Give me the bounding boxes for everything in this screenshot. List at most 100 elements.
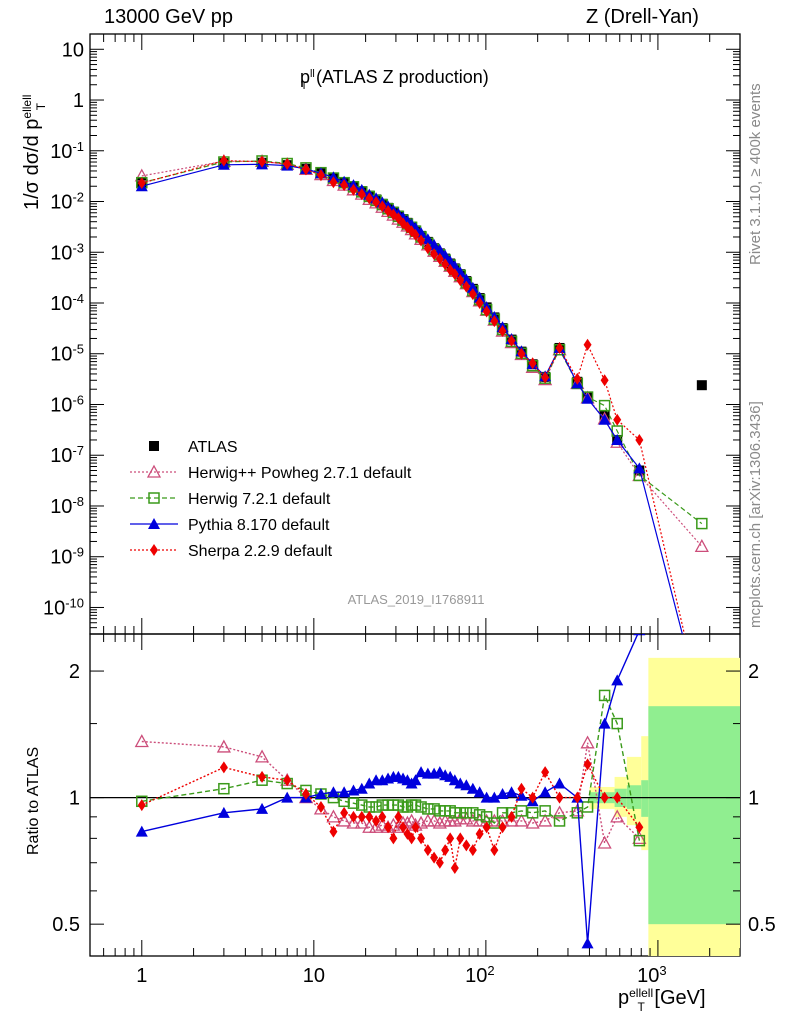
ratio-point-herwigpp bbox=[525, 815, 540, 829]
tick-exp: -2 bbox=[72, 189, 84, 204]
ratio-point-pythia bbox=[415, 766, 428, 778]
ratio-point-herwig7 bbox=[496, 807, 509, 819]
ratio-point-sherpa bbox=[399, 821, 408, 834]
ratio-point-pythia bbox=[256, 802, 269, 814]
point-pythia bbox=[611, 433, 624, 445]
ratio-point-herwigpp bbox=[597, 835, 612, 849]
ratio-point-sherpa bbox=[446, 832, 455, 845]
tick-base: 10 bbox=[62, 39, 84, 61]
tick-base: 10 bbox=[50, 293, 72, 315]
y-tick-label: 10-3 bbox=[50, 240, 84, 265]
point-sherpa bbox=[435, 252, 444, 265]
point-sherpa bbox=[417, 234, 426, 247]
ratio-point-sherpa bbox=[283, 774, 292, 787]
tick-base: 10 bbox=[50, 547, 72, 569]
x-tick-label: 102 bbox=[465, 963, 494, 988]
ratio-point-pythia bbox=[338, 786, 351, 798]
tick-exp: -4 bbox=[72, 290, 84, 305]
legend: ATLAS Herwig++ Powheg 2.7.1 default Herwig… bbox=[130, 439, 412, 560]
label-main: 1/σ dσ/d p bbox=[21, 119, 43, 210]
ratio-point-herwig7 bbox=[598, 689, 611, 702]
ratio-point-sherpa bbox=[450, 862, 459, 875]
tick-exp: -10 bbox=[65, 595, 84, 610]
point-sherpa bbox=[468, 288, 477, 301]
tick-base: 10 bbox=[50, 445, 72, 467]
ratio-point-herwigpp bbox=[368, 819, 384, 833]
ratio-point-sherpa bbox=[435, 856, 444, 869]
ratio-point-herwigpp bbox=[632, 830, 647, 845]
point-sherpa bbox=[441, 258, 450, 271]
y-tick-label: 1 bbox=[73, 90, 84, 112]
ratio-point-pythia bbox=[314, 787, 327, 799]
ratio-point-herwigpp bbox=[375, 817, 390, 831]
ratio-point-herwigpp bbox=[354, 815, 369, 829]
ratio-point-herwigpp bbox=[432, 815, 447, 829]
point-sherpa bbox=[316, 169, 325, 182]
point-sherpa bbox=[490, 315, 499, 328]
main-panel bbox=[134, 153, 709, 634]
point-sherpa bbox=[372, 196, 381, 209]
ratio-point-herwig7 bbox=[376, 799, 389, 811]
ratio-point-sherpa bbox=[468, 844, 477, 857]
ratio-point-sherpa bbox=[316, 800, 325, 813]
tick-base: 1 bbox=[73, 90, 84, 112]
tick-base: 10 bbox=[50, 394, 72, 416]
ratio-point-sherpa bbox=[365, 810, 374, 823]
y-tick-label: 10-9 bbox=[50, 544, 84, 569]
ratio-point-sherpa bbox=[600, 791, 609, 804]
tick-exp: -9 bbox=[72, 544, 84, 559]
ratio-point-sherpa bbox=[528, 791, 537, 804]
ratio-point-herwigpp bbox=[337, 813, 352, 827]
ratio-point-herwig7 bbox=[488, 817, 501, 829]
ratio-point-sherpa bbox=[372, 814, 381, 827]
point-sherpa bbox=[329, 176, 338, 189]
ratio-point-sherpa bbox=[462, 839, 471, 852]
label-sub: T bbox=[638, 1000, 646, 1014]
point-sherpa bbox=[583, 338, 592, 351]
point-herwig7 bbox=[696, 517, 708, 530]
ratio-point-sherpa bbox=[507, 810, 516, 823]
uncertainty-band-inner bbox=[641, 780, 649, 817]
point-sherpa bbox=[635, 433, 644, 446]
point-sherpa bbox=[573, 372, 582, 385]
tick-base: 10 bbox=[50, 344, 72, 366]
ratio-y-tick-label-right: 1 bbox=[748, 788, 759, 810]
legend-marker-herwig7 bbox=[148, 492, 160, 504]
ratio-point-pythia bbox=[460, 779, 473, 791]
ratio-y-axis-label: Ratio to ATLAS bbox=[25, 747, 42, 855]
point-sherpa bbox=[357, 188, 366, 201]
ratio-point-pythia bbox=[539, 786, 552, 798]
ratio-point-sherpa bbox=[441, 844, 450, 857]
ratio-point-herwigpp bbox=[326, 809, 341, 823]
ratio-point-sherpa bbox=[430, 851, 439, 864]
point-sherpa bbox=[423, 242, 432, 255]
ratio-point-herwig7 bbox=[611, 717, 623, 730]
point-sherpa bbox=[517, 347, 526, 360]
label-sub: T bbox=[34, 102, 48, 110]
ratio-point-herwig7 bbox=[347, 797, 360, 809]
ratio-y-tick-label: 2 bbox=[69, 661, 80, 683]
ratio-point-herwig7 bbox=[356, 799, 368, 811]
point-sherpa bbox=[450, 268, 459, 281]
ratio-point-herwigpp bbox=[254, 749, 270, 763]
ratio-point-sherpa bbox=[258, 770, 267, 783]
point-data bbox=[696, 380, 707, 391]
main-series bbox=[134, 153, 709, 634]
y-tick-label: 10 bbox=[62, 39, 84, 61]
x-axis-label: pellell T [GeV] bbox=[618, 986, 706, 1014]
ratio-point-herwig7 bbox=[415, 801, 427, 813]
tick-exp: -5 bbox=[72, 341, 84, 356]
tick-base: 10 bbox=[50, 496, 72, 518]
point-pythia bbox=[581, 392, 594, 404]
point-sherpa bbox=[462, 280, 471, 293]
ratio-point-pythia bbox=[327, 786, 340, 798]
analysis-id: ATLAS_2019_I1768911 bbox=[348, 592, 485, 607]
point-pythia bbox=[598, 413, 611, 425]
ratio-point-herwig7 bbox=[571, 807, 584, 819]
ratio-point-pythia bbox=[581, 937, 594, 949]
tick-base: 10 bbox=[50, 192, 72, 214]
ratio-point-sherpa bbox=[349, 810, 358, 823]
ratio-point-herwigpp bbox=[216, 739, 231, 753]
ratio-y-tick-label: 0.5 bbox=[52, 914, 80, 936]
ratio-point-pythia bbox=[135, 825, 148, 837]
